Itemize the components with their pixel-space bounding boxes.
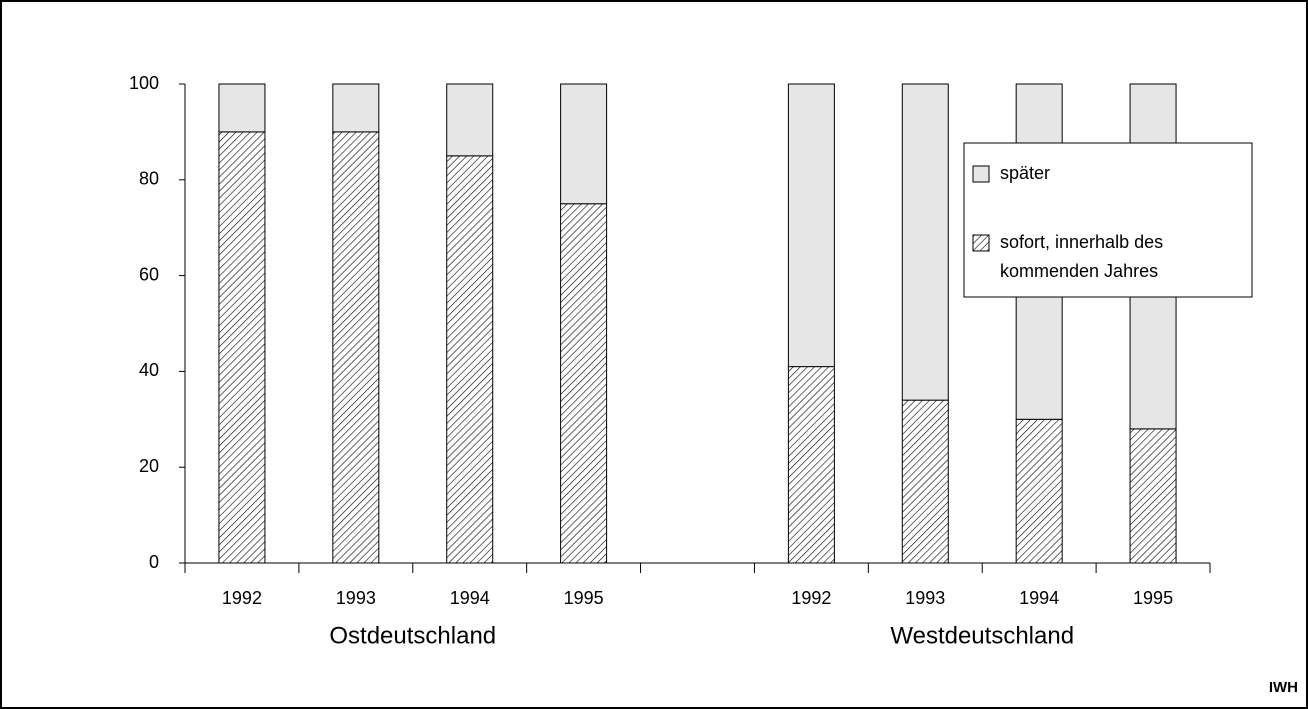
bar-segment [332,131,380,564]
bar-segment [1129,428,1177,564]
x-tick-label: 1992 [791,588,831,608]
x-tick-label: 1994 [1019,588,1059,608]
legend-box [963,142,1253,298]
source: IWH [1269,679,1298,696]
group-label: Westdeutschland [890,622,1074,649]
bar-segment [1015,418,1063,564]
bar-segment [218,83,266,133]
x-tick-label: 1993 [336,588,376,608]
x-tick-label: 1995 [1133,588,1173,608]
group-label: Ostdeutschland [329,622,496,649]
y-tick-label: 100 [129,73,159,93]
x-tick-label: 1995 [564,588,604,608]
legend-label: später [1000,163,1050,183]
bar-segment [787,83,835,368]
bar-segment [446,83,494,157]
x-tick-label: 1993 [905,588,945,608]
y-tick-label: 40 [139,360,159,380]
bar-segment [446,155,494,564]
y-tick-label: 0 [149,552,159,572]
y-tick-label: 20 [139,456,159,476]
y-tick-label: 60 [139,264,159,284]
legend-label: sofort, innerhalb des kommenden Jahres [1000,232,1163,281]
y-tick-label: 80 [139,169,159,189]
bar-segment [560,203,608,564]
bar-segment [787,366,835,564]
legend-swatch [972,165,990,183]
bar-segment [901,83,949,401]
x-tick-label: 1992 [222,588,262,608]
bar-segment [218,131,266,564]
bar-segment [332,83,380,133]
bar-segment [901,399,949,564]
bar-segment [560,83,608,205]
x-tick-label: 1994 [450,588,490,608]
legend-swatch [972,234,990,252]
